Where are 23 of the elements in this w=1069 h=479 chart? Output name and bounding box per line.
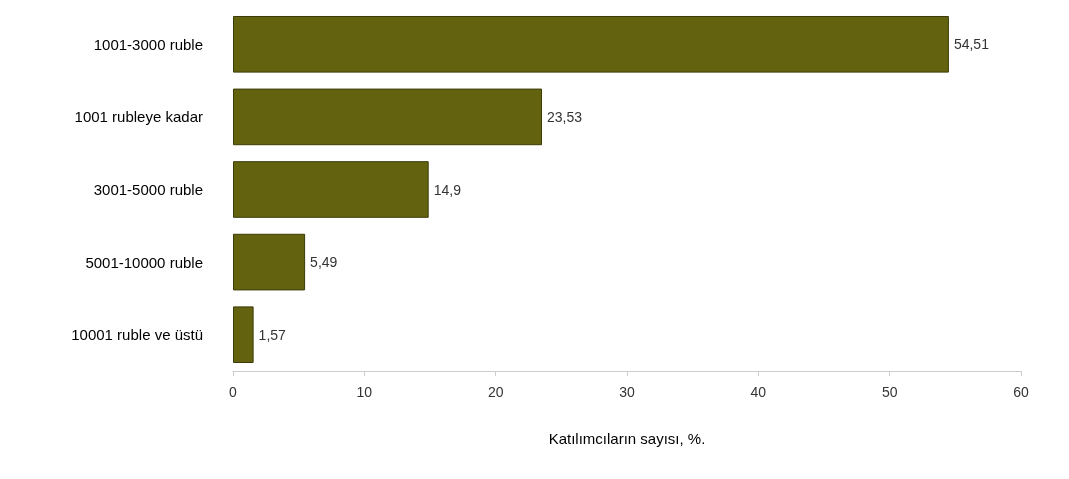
bar: [233, 161, 429, 218]
bar: [233, 88, 543, 146]
x-tick-label: 30: [619, 384, 635, 400]
data-label: 54,51: [953, 36, 990, 53]
bar: [233, 15, 949, 73]
x-tick-label: 10: [356, 384, 373, 400]
bar: [233, 233, 306, 291]
bar: [233, 306, 254, 364]
data-label: 1,57: [258, 326, 287, 343]
data-label: 23,53: [547, 108, 583, 125]
x-tick-label: 20: [487, 384, 504, 400]
y-tick-label: 1001-3000 ruble: [93, 35, 203, 53]
data-label: 14,9: [433, 181, 462, 198]
y-tick-label: 1001 rubleye kadar: [74, 108, 203, 126]
x-tick-label: 50: [881, 384, 898, 400]
data-label: 5,49: [310, 254, 338, 271]
x-tick-label: 60: [1013, 384, 1029, 400]
x-tick-label: 0: [229, 384, 238, 400]
y-tick-label: 3001-5000 ruble: [93, 181, 203, 198]
x-tick-label: 40: [750, 384, 767, 400]
y-tick-label: 5001-10000 ruble: [85, 253, 203, 271]
x-axis-title: Katılımcıların sayısı, %.: [548, 430, 706, 447]
y-tick-label: 10001 ruble ve üstü: [71, 326, 203, 344]
